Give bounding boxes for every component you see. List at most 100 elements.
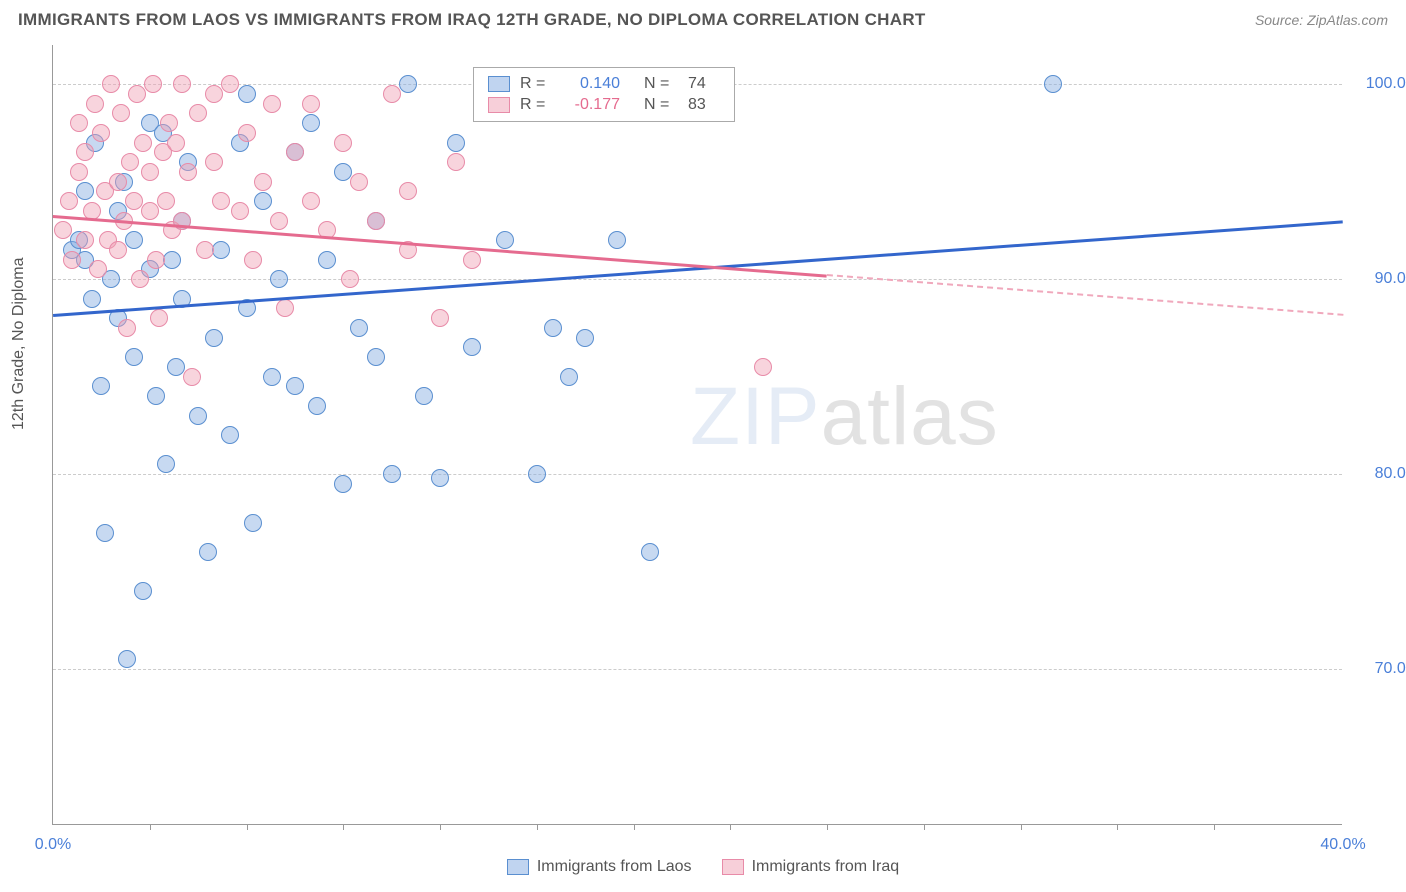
y-tick-label: 90.0% xyxy=(1350,270,1406,288)
scatter-point xyxy=(173,75,191,93)
scatter-point xyxy=(144,75,162,93)
scatter-point xyxy=(431,469,449,487)
scatter-point xyxy=(367,348,385,366)
gridline-h xyxy=(53,279,1342,280)
scatter-point xyxy=(189,104,207,122)
x-tick-mark xyxy=(343,824,344,830)
scatter-point xyxy=(60,192,78,210)
x-tick-mark xyxy=(924,824,925,830)
n-value: 83 xyxy=(688,96,720,114)
scatter-point xyxy=(254,192,272,210)
scatter-point xyxy=(496,231,514,249)
n-value: 74 xyxy=(688,75,720,93)
scatter-point xyxy=(121,153,139,171)
scatter-point xyxy=(1044,75,1062,93)
scatter-point xyxy=(276,299,294,317)
n-label: N = xyxy=(644,96,678,114)
scatter-point xyxy=(179,163,197,181)
x-tick-mark xyxy=(1021,824,1022,830)
x-tick-mark xyxy=(1214,824,1215,830)
source-attribution: Source: ZipAtlas.com xyxy=(1255,12,1388,28)
legend-item: Immigrants from Laos xyxy=(507,858,692,876)
r-value: -0.177 xyxy=(560,96,620,114)
x-tick-label: 40.0% xyxy=(1320,836,1365,854)
scatter-point xyxy=(205,85,223,103)
legend-swatch xyxy=(507,859,529,875)
scatter-point xyxy=(189,407,207,425)
scatter-point xyxy=(754,358,772,376)
scatter-point xyxy=(147,387,165,405)
x-tick-mark xyxy=(247,824,248,830)
scatter-point xyxy=(334,134,352,152)
scatter-point xyxy=(608,231,626,249)
scatter-point xyxy=(150,309,168,327)
scatter-point xyxy=(163,251,181,269)
scatter-point xyxy=(83,290,101,308)
scatter-point xyxy=(383,85,401,103)
scatter-point xyxy=(399,182,417,200)
x-tick-mark xyxy=(634,824,635,830)
scatter-point xyxy=(167,358,185,376)
gridline-h xyxy=(53,474,1342,475)
scatter-point xyxy=(212,192,230,210)
r-label: R = xyxy=(520,75,550,93)
x-tick-mark xyxy=(730,824,731,830)
y-tick-label: 80.0% xyxy=(1350,465,1406,483)
scatter-point xyxy=(341,270,359,288)
legend-label: Immigrants from Laos xyxy=(537,858,692,876)
scatter-point xyxy=(199,543,217,561)
scatter-point xyxy=(238,85,256,103)
y-tick-label: 100.0% xyxy=(1350,75,1406,93)
scatter-point xyxy=(221,75,239,93)
scatter-point xyxy=(431,309,449,327)
x-tick-mark xyxy=(827,824,828,830)
scatter-point xyxy=(92,124,110,142)
x-tick-mark xyxy=(537,824,538,830)
scatter-point xyxy=(125,231,143,249)
x-tick-mark xyxy=(150,824,151,830)
scatter-point xyxy=(118,319,136,337)
legend-stats: R = 0.140 N = 74 R = -0.177 N = 83 xyxy=(473,67,735,122)
scatter-point xyxy=(125,348,143,366)
r-value: 0.140 xyxy=(560,75,620,93)
scatter-point xyxy=(196,241,214,259)
plot-area: 70.0%80.0%90.0%100.0%0.0%40.0%R =0.140N … xyxy=(52,45,1342,825)
scatter-point xyxy=(415,387,433,405)
scatter-point xyxy=(157,455,175,473)
scatter-point xyxy=(118,650,136,668)
scatter-point xyxy=(641,543,659,561)
legend-stats-row: R = 0.140 N = 74 xyxy=(488,75,720,93)
scatter-point xyxy=(244,251,262,269)
scatter-point xyxy=(109,173,127,191)
scatter-point xyxy=(447,134,465,152)
scatter-point xyxy=(244,514,262,532)
scatter-point xyxy=(302,114,320,132)
scatter-point xyxy=(576,329,594,347)
scatter-point xyxy=(528,465,546,483)
scatter-point xyxy=(96,524,114,542)
scatter-point xyxy=(76,182,94,200)
legend-swatch xyxy=(488,97,510,113)
scatter-point xyxy=(286,377,304,395)
scatter-point xyxy=(350,319,368,337)
scatter-point xyxy=(263,368,281,386)
n-label: N = xyxy=(644,75,678,93)
scatter-point xyxy=(134,582,152,600)
scatter-point xyxy=(125,192,143,210)
chart-title: IMMIGRANTS FROM LAOS VS IMMIGRANTS FROM … xyxy=(18,10,926,30)
scatter-point xyxy=(231,202,249,220)
scatter-point xyxy=(447,153,465,171)
legend-swatch xyxy=(722,859,744,875)
scatter-point xyxy=(463,251,481,269)
x-tick-mark xyxy=(440,824,441,830)
scatter-point xyxy=(263,95,281,113)
scatter-point xyxy=(334,475,352,493)
scatter-point xyxy=(463,338,481,356)
r-label: R = xyxy=(520,96,550,114)
scatter-point xyxy=(238,124,256,142)
scatter-point xyxy=(221,426,239,444)
scatter-point xyxy=(141,163,159,181)
scatter-point xyxy=(131,270,149,288)
scatter-point xyxy=(560,368,578,386)
scatter-point xyxy=(367,212,385,230)
